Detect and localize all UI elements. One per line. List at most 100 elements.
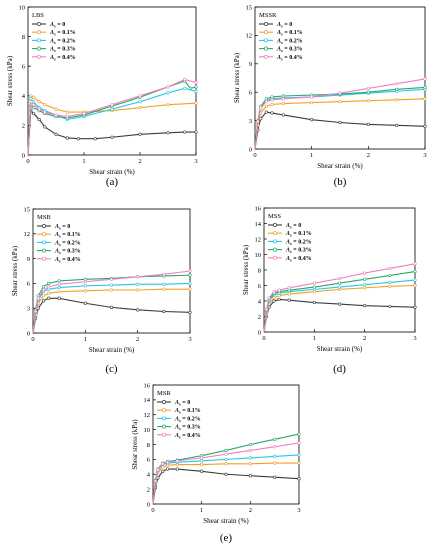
data-point	[224, 472, 228, 476]
data-point	[175, 467, 179, 471]
data-point	[109, 277, 114, 281]
data-point	[156, 468, 160, 472]
data-point	[31, 100, 36, 104]
data-point	[388, 280, 392, 285]
panel-title: MSS	[268, 213, 281, 220]
data-point	[57, 279, 61, 283]
data-point	[31, 111, 36, 116]
y-axis-label: Shear stress (kPa)	[6, 55, 14, 106]
data-point	[388, 273, 392, 278]
x-tick-label: 0	[253, 152, 256, 159]
data-point	[264, 104, 268, 108]
x-axis-label: Shear strain (%)	[89, 168, 135, 176]
data-point	[110, 103, 114, 107]
legend-swatch-marker	[37, 46, 41, 51]
series-line-0	[27, 109, 196, 156]
data-point	[224, 452, 228, 456]
data-point	[43, 103, 47, 107]
data-point	[270, 95, 274, 99]
y-tick-label: 9	[249, 61, 252, 68]
x-tick-label: 1	[200, 507, 203, 514]
legend-entry: As = 0.1%	[37, 232, 81, 239]
data-point	[287, 286, 291, 290]
legend-entry: As = 0.2%	[32, 38, 76, 45]
legend-entry: As = 0.3%	[268, 248, 312, 255]
data-point	[65, 136, 69, 140]
x-tick-label: 1	[310, 152, 313, 159]
x-tick-label: 3	[194, 158, 197, 165]
data-point	[57, 290, 61, 294]
legend-entry: As = 0.1%	[259, 30, 303, 37]
data-point	[200, 462, 204, 467]
data-point	[37, 117, 41, 122]
data-point	[312, 281, 316, 285]
y-tick-label: 0	[147, 501, 150, 508]
data-point	[267, 296, 271, 300]
data-point	[136, 308, 140, 312]
data-point	[310, 95, 314, 99]
legend-entry: As = 0.3%	[37, 249, 81, 255]
data-point	[224, 457, 228, 461]
data-point	[248, 456, 252, 460]
legend-entry: As = 0.1%	[157, 408, 201, 415]
y-tick-label: 15	[24, 206, 31, 213]
legend-swatch-marker	[162, 432, 166, 437]
data-point	[57, 285, 61, 290]
data-point	[273, 454, 277, 459]
data-point	[138, 94, 142, 98]
series-line-2	[27, 87, 197, 156]
data-point	[337, 281, 342, 285]
y-axis-label: Shear stress (kPa)	[242, 244, 250, 295]
data-point	[264, 97, 268, 101]
y-tick-label: 12	[24, 231, 31, 238]
data-point	[256, 119, 260, 124]
data-point	[54, 113, 58, 117]
data-point	[83, 280, 87, 284]
data-point	[297, 453, 301, 457]
data-point	[93, 137, 97, 141]
y-tick-label: 12	[255, 236, 262, 243]
data-point	[200, 459, 204, 463]
y-tick-label: 10	[144, 427, 151, 434]
data-point	[366, 86, 370, 91]
legend-swatch-marker	[42, 224, 46, 228]
data-point	[54, 107, 58, 111]
y-tick-label: 9	[27, 256, 30, 263]
data-point	[388, 266, 392, 271]
data-point	[297, 432, 301, 436]
y-tick-label: 0	[27, 330, 30, 337]
data-point	[162, 287, 166, 291]
data-point	[161, 469, 165, 473]
y-tick-label: 2	[22, 123, 25, 130]
panel-title: LBS	[32, 12, 44, 19]
legend-entry: As = 0.4%	[157, 432, 201, 439]
legend-label: As = 0.3%	[285, 248, 312, 255]
legend-entry: As = 0.2%	[268, 239, 312, 246]
legend-entry: As = 0.4%	[259, 55, 303, 61]
data-point	[200, 469, 204, 473]
data-point	[273, 445, 277, 449]
data-point	[248, 442, 252, 447]
x-tick-label: 2	[138, 158, 141, 165]
data-point	[175, 459, 179, 463]
data-point	[194, 80, 198, 85]
data-point	[297, 441, 301, 445]
legend-label: As = 0.2%	[54, 240, 81, 247]
data-point	[272, 296, 276, 300]
series-line-0	[254, 111, 426, 150]
data-point	[366, 90, 370, 94]
legend-swatch-marker	[42, 240, 46, 245]
legend-entry: As = 0.1%	[268, 231, 312, 238]
data-point	[281, 94, 285, 98]
data-point	[363, 283, 367, 287]
legend-label: As = 0	[174, 400, 190, 407]
data-point	[136, 282, 140, 286]
data-point	[395, 98, 399, 102]
legend-swatch-marker	[273, 223, 277, 227]
data-point	[413, 262, 417, 266]
x-axis-label: Shear strain (%)	[317, 162, 363, 170]
data-point	[83, 289, 87, 293]
data-point	[162, 282, 166, 286]
legend-swatch-marker	[42, 256, 46, 261]
legend-swatch-marker	[37, 22, 41, 26]
